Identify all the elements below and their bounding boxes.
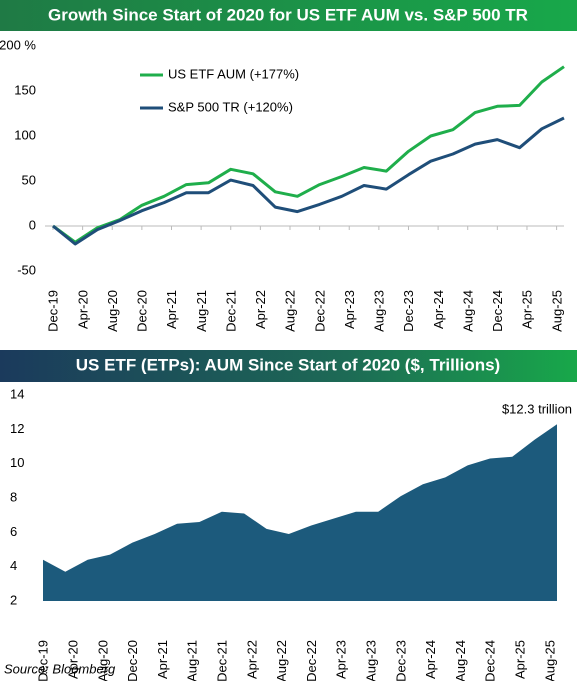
y-tick-label: 2 xyxy=(10,592,17,607)
y-tick-label: 6 xyxy=(10,524,17,539)
x-tick-label: Apr-21 xyxy=(164,290,179,329)
x-tick-label: Aug-20 xyxy=(105,290,120,332)
x-tick-label: Aug-25 xyxy=(542,640,557,681)
x-tick-label: Apr-22 xyxy=(253,290,268,329)
x-tick-label: Aug-21 xyxy=(194,290,209,332)
banner xyxy=(0,350,577,382)
x-tick-label: Apr-24 xyxy=(423,640,438,679)
y-tick-label: 14 xyxy=(10,386,24,401)
legend-label: S&P 500 TR (+120%) xyxy=(168,99,293,114)
x-tick-label: Aug-25 xyxy=(549,290,564,332)
x-tick-label: Aug-21 xyxy=(185,640,200,681)
x-tick-label: Dec-21 xyxy=(223,290,238,332)
y-tick-label: 0 xyxy=(29,217,36,232)
x-tick-label: Aug-22 xyxy=(274,640,289,681)
banner xyxy=(0,0,577,31)
x-tick-label: Apr-23 xyxy=(342,290,357,329)
legend-label: US ETF AUM (+177%) xyxy=(168,66,299,81)
x-tick-label: Dec-23 xyxy=(401,290,416,332)
x-tick-label: Dec-22 xyxy=(312,290,327,332)
annotation: $12.3 trillion xyxy=(502,402,572,417)
x-tick-label: Apr-23 xyxy=(334,640,349,679)
x-tick-label: Dec-22 xyxy=(304,640,319,681)
x-tick-label: Apr-25 xyxy=(512,640,527,679)
chart-title: Growth Since Start of 2020 for US ETF AU… xyxy=(48,5,528,24)
x-tick-label: Apr-25 xyxy=(520,290,535,329)
x-tick-label: Dec-21 xyxy=(215,640,230,681)
x-tick-label: Aug-24 xyxy=(460,290,475,332)
y-tick-label: 200 % xyxy=(0,37,36,52)
x-tick-label: Aug-24 xyxy=(453,640,468,681)
y-tick-label: 10 xyxy=(10,455,24,470)
y-tick-label: 8 xyxy=(10,489,17,504)
x-tick-label: Aug-23 xyxy=(364,640,379,681)
x-tick-label: Aug-20 xyxy=(95,640,110,681)
y-tick-label: 4 xyxy=(10,558,17,573)
x-tick-label: Apr-20 xyxy=(66,640,81,679)
x-tick-label: Dec-19 xyxy=(36,640,51,681)
y-tick-label: 12 xyxy=(10,421,24,436)
source: Source: Bloomberg xyxy=(4,661,116,676)
y-tick-label: 150 xyxy=(14,82,36,97)
x-tick-label: Aug-22 xyxy=(283,290,298,332)
x-tick-label: Dec-20 xyxy=(135,290,150,332)
x-tick-label: Dec-19 xyxy=(46,290,61,332)
x-tick-label: Dec-20 xyxy=(125,640,140,681)
x-tick-label: Dec-23 xyxy=(393,640,408,681)
x-tick-label: Dec-24 xyxy=(483,640,498,681)
line-series xyxy=(52,116,565,246)
chart-title: US ETF (ETPs): AUM Since Start of 2020 (… xyxy=(76,355,500,374)
y-tick-label: 100 xyxy=(14,127,36,142)
x-tick-label: Aug-23 xyxy=(372,290,387,332)
y-tick-label: 50 xyxy=(22,172,36,187)
x-tick-label: Dec-24 xyxy=(490,290,505,332)
line-series xyxy=(52,65,565,244)
x-tick-label: Apr-24 xyxy=(431,290,446,329)
area xyxy=(43,424,557,601)
x-tick-label: Apr-21 xyxy=(155,640,170,679)
x-tick-label: Apr-20 xyxy=(75,290,90,329)
x-tick-label: Apr-22 xyxy=(244,640,259,679)
y-tick-label: -50 xyxy=(17,262,36,277)
